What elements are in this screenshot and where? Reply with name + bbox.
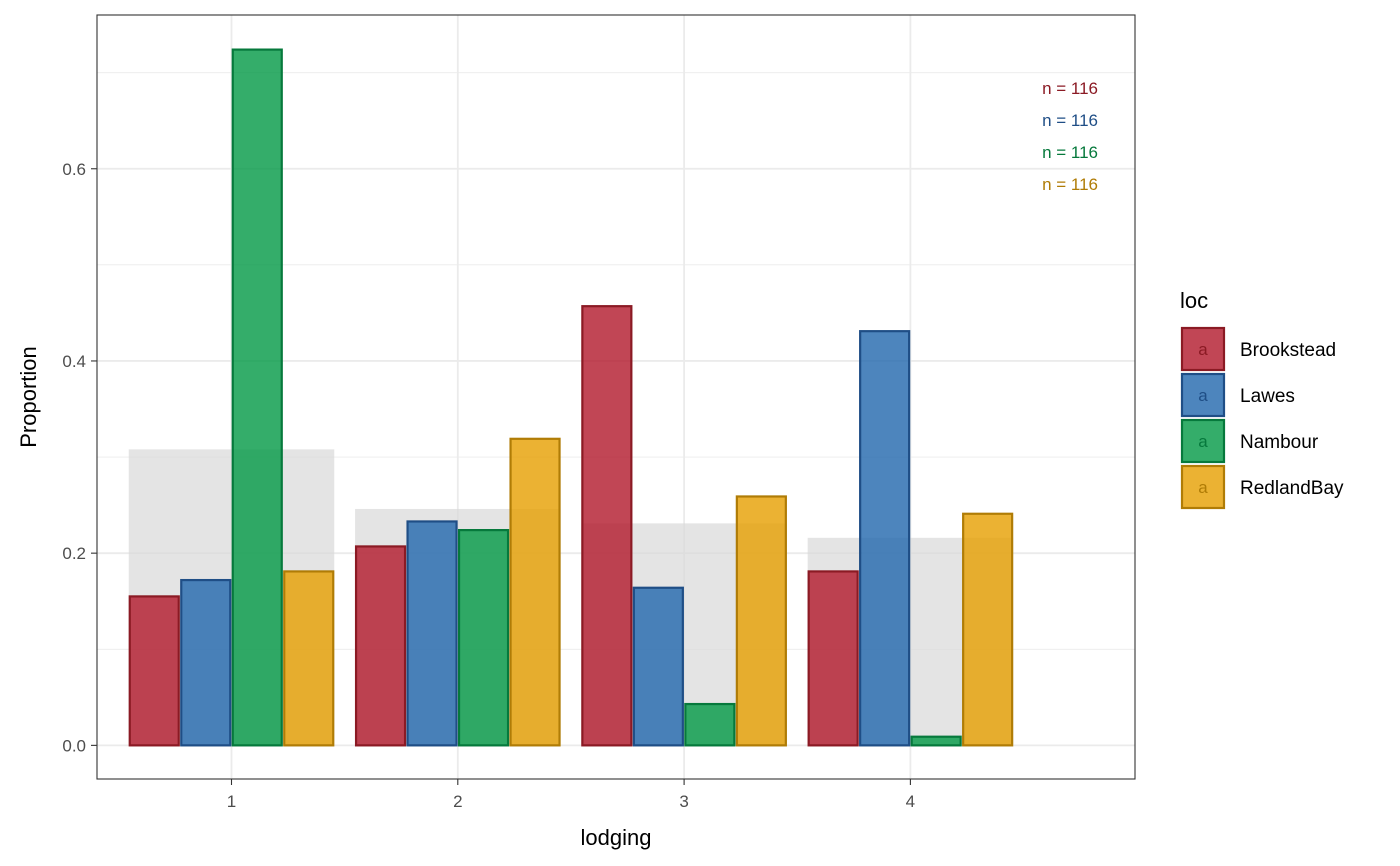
bar-brookstead: [807, 570, 859, 747]
bar-lawes: [180, 578, 232, 747]
panel-border: [96, 14, 1136, 780]
legend-key-glyph: a: [1198, 478, 1208, 497]
y-tick-label: 0.4: [62, 352, 86, 371]
n-annotation: n = 116: [1042, 79, 1098, 98]
bar-redlandbay: [283, 570, 335, 747]
bar-brookstead: [354, 545, 407, 747]
y-axis: 0.0 0.2 0.4 0.6: [62, 160, 97, 755]
x-axis: 1 2 3 4: [227, 779, 915, 811]
x-tick-label: 1: [227, 792, 236, 811]
y-tick-label: 0.2: [62, 544, 86, 563]
legend-label-nambour: Nambour: [1240, 432, 1319, 453]
x-tick-label: 3: [679, 792, 688, 811]
bar-nambour: [684, 702, 736, 747]
bar-redlandbay: [962, 512, 1014, 747]
x-tick-label: 2: [453, 792, 462, 811]
bar-nambour: [457, 528, 510, 747]
legend-key-redlandbay: [1180, 464, 1226, 510]
x-tick-label: 4: [906, 792, 915, 811]
legend-label-brookstead: Brookstead: [1240, 340, 1336, 361]
y-tick-label: 0.0: [62, 736, 86, 755]
bar-brookstead: [581, 305, 633, 747]
legend-key-nambour: [1180, 418, 1226, 464]
bars: [128, 48, 1014, 747]
bar-nambour: [910, 735, 962, 747]
legend-label-redlandbay: RedlandBay: [1240, 478, 1344, 499]
annotations: n = 116 n = 116 n = 116 n = 116: [1042, 79, 1098, 194]
x-axis-title: lodging: [581, 825, 652, 850]
legend-key-glyph: a: [1198, 432, 1208, 451]
bar-brookstead: [128, 595, 180, 747]
bar-redlandbay: [509, 437, 561, 747]
bar-lawes: [632, 586, 684, 747]
y-axis-title: Proportion: [16, 346, 41, 448]
bar-lawes: [859, 330, 911, 747]
legend-key-glyph: a: [1198, 340, 1208, 359]
y-tick-label: 0.6: [62, 160, 86, 179]
legend-key-glyph: a: [1198, 386, 1208, 405]
legend-label-lawes: Lawes: [1240, 386, 1295, 407]
legend-title: loc: [1180, 288, 1208, 313]
legend: loc a Brookstead a Lawes a Nambour a RedlandBay: [1180, 288, 1344, 510]
bar-lawes: [406, 520, 458, 747]
bar-redlandbay: [735, 495, 787, 747]
n-annotation: n = 116: [1042, 175, 1098, 194]
legend-key-lawes: [1180, 372, 1226, 418]
bar-nambour: [231, 48, 283, 747]
n-annotation: n = 116: [1042, 111, 1098, 130]
n-annotation: n = 116: [1042, 143, 1098, 162]
legend-key-brookstead: [1180, 326, 1226, 372]
